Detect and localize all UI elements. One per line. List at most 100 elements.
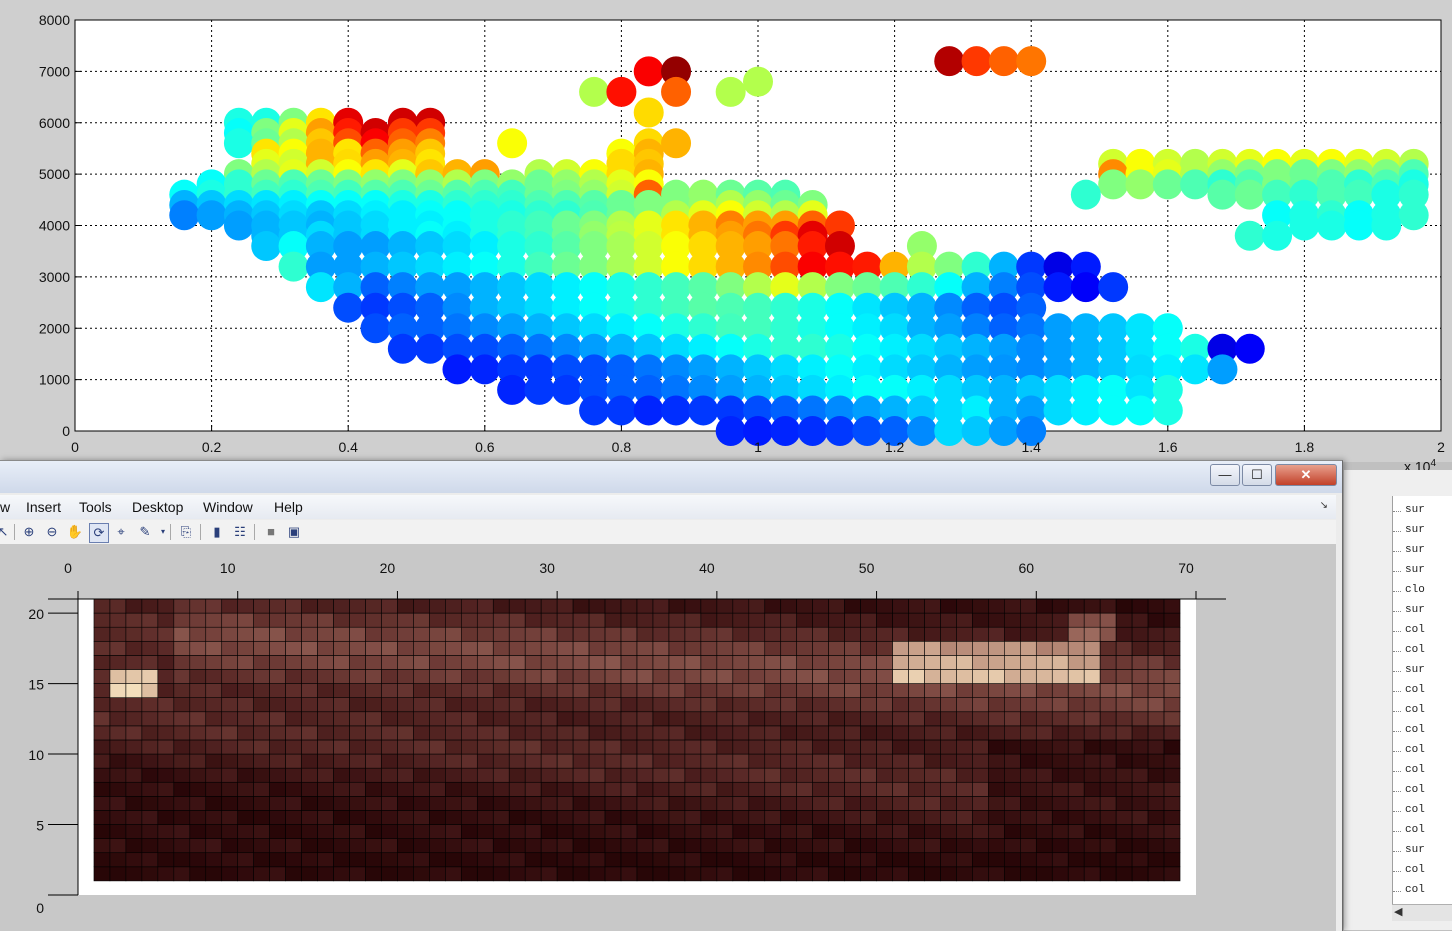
heatmap-x-tick-label: 20 xyxy=(380,560,396,576)
heatmap-cell xyxy=(365,796,382,811)
heatmap-cell xyxy=(397,683,414,698)
minimize-button[interactable]: — xyxy=(1210,464,1240,486)
heatmap-cell xyxy=(956,640,973,656)
heatmap-cell xyxy=(189,725,207,741)
menu-window[interactable]: Window xyxy=(203,499,253,515)
scatter-point xyxy=(906,292,937,323)
pointer-icon[interactable]: ↖ xyxy=(0,524,9,539)
scroll-left-icon[interactable]: ◀ xyxy=(1394,906,1403,918)
workspace-item[interactable]: sur xyxy=(1405,524,1425,536)
workspace-item[interactable]: col xyxy=(1405,764,1425,776)
heatmap-cell xyxy=(604,612,622,628)
data-cursor-icon[interactable]: ⌖ xyxy=(117,524,125,539)
heatmap-cell xyxy=(764,626,782,642)
scatter-point xyxy=(551,251,582,282)
window-title-bar[interactable]: — ☐ ✕ xyxy=(0,461,1342,493)
workspace-scrollbar[interactable]: ◀ xyxy=(1392,904,1452,921)
heatmap-cell xyxy=(157,824,175,839)
heatmap-cell xyxy=(476,697,494,713)
heatmap-cell xyxy=(764,824,782,839)
heatmap-cell xyxy=(860,626,877,642)
close-button[interactable]: ✕ xyxy=(1275,464,1337,486)
heatmap-cell xyxy=(1020,781,1037,797)
rotate-icon[interactable]: ⟳ xyxy=(89,523,109,543)
workspace-item[interactable]: col xyxy=(1405,624,1425,636)
zoom-out-icon[interactable]: ⊖ xyxy=(46,524,58,539)
heatmap-cell xyxy=(461,810,478,825)
workspace-item[interactable]: col xyxy=(1405,644,1425,656)
scatter-y-tick-label: 2000 xyxy=(39,320,70,336)
scatter-point xyxy=(879,416,910,446)
show-plot-tools-icon[interactable]: ▣ xyxy=(287,524,301,539)
scatter-point xyxy=(879,354,910,385)
heatmap-cell xyxy=(285,711,302,727)
heatmap-cell xyxy=(333,612,350,628)
workspace-item[interactable]: sur xyxy=(1405,844,1425,856)
heatmap-cells xyxy=(93,598,1181,882)
scatter-point xyxy=(743,251,773,282)
heatmap-cell xyxy=(892,655,909,670)
brush-icon[interactable]: ✎ xyxy=(139,524,151,539)
workspace-item[interactable]: col xyxy=(1405,864,1425,876)
pan-icon[interactable]: ✋ xyxy=(66,524,84,539)
menu-tools[interactable]: Tools xyxy=(79,499,112,515)
heatmap-cell xyxy=(572,683,590,698)
menu-desktop[interactable]: Desktop xyxy=(132,499,184,515)
heatmap-cell xyxy=(157,725,175,741)
menu-dock-arrow-icon[interactable]: ↘ xyxy=(1319,500,1328,511)
workspace-item[interactable]: col xyxy=(1405,744,1425,756)
heatmap-cell xyxy=(732,626,750,642)
workspace-item[interactable]: col xyxy=(1405,724,1425,736)
hide-plot-tools-icon[interactable]: ■ xyxy=(267,524,275,539)
menu-help[interactable]: Help xyxy=(274,499,303,515)
heatmap-cell xyxy=(413,767,430,783)
heatmap-cell xyxy=(476,683,494,698)
heatmap-cell xyxy=(365,612,382,628)
zoom-in-icon[interactable]: ⊕ xyxy=(23,524,35,539)
heatmap-cell xyxy=(189,852,207,868)
heatmap-cell xyxy=(1020,852,1037,868)
heatmap-cell xyxy=(508,767,526,783)
heatmap-cell xyxy=(732,669,750,684)
workspace-item[interactable]: col xyxy=(1405,704,1425,716)
scatter-point xyxy=(606,313,637,344)
scatter-point xyxy=(633,231,664,262)
heatmap-cell xyxy=(269,626,286,642)
heatmap-axes xyxy=(48,591,1226,896)
heatmap-cell xyxy=(716,626,734,642)
legend-icon[interactable]: ☷ xyxy=(234,524,246,539)
menu-insert[interactable]: Insert xyxy=(26,499,62,515)
workspace-item[interactable]: col xyxy=(1405,824,1425,836)
workspace-list[interactable]: sur sur sur sur clo sur col col sur col col col col c… xyxy=(1392,496,1452,904)
heatmap-cell xyxy=(1099,753,1117,769)
heatmap-cell xyxy=(876,626,893,642)
maximize-button[interactable]: ☐ xyxy=(1242,464,1272,486)
heatmap-cell xyxy=(365,866,382,882)
scatter-point xyxy=(606,374,637,405)
heatmap-cell xyxy=(748,810,766,825)
menu-view[interactable]: w xyxy=(0,499,11,515)
scatter-point xyxy=(743,395,773,426)
workspace-item[interactable]: sur xyxy=(1405,664,1425,676)
scatter-point xyxy=(688,313,719,344)
workspace-item[interactable]: sur xyxy=(1405,544,1425,556)
brush-dropdown-icon[interactable]: ▾ xyxy=(160,527,165,536)
heatmap-cell xyxy=(205,852,223,868)
scatter-x-tick-label: 2 xyxy=(1437,439,1445,455)
workspace-item[interactable]: sur xyxy=(1405,504,1425,516)
workspace-item[interactable]: sur xyxy=(1405,604,1425,616)
heatmap-cell xyxy=(317,810,334,825)
link-icon[interactable]: ⎘ xyxy=(180,524,192,539)
workspace-item[interactable]: col xyxy=(1405,784,1425,796)
scatter-point xyxy=(661,56,692,87)
workspace-item[interactable]: sur xyxy=(1405,564,1425,576)
scatter-point xyxy=(1043,313,1074,344)
heatmap-cell xyxy=(572,612,590,628)
colorbar-icon[interactable]: ▮ xyxy=(213,524,221,539)
heatmap-cell xyxy=(508,796,526,811)
workspace-item[interactable]: col xyxy=(1405,884,1425,896)
heatmap-cell xyxy=(908,669,925,684)
workspace-item[interactable]: col xyxy=(1405,804,1425,816)
workspace-item[interactable]: clo xyxy=(1405,584,1425,596)
workspace-item[interactable]: col xyxy=(1405,684,1425,696)
